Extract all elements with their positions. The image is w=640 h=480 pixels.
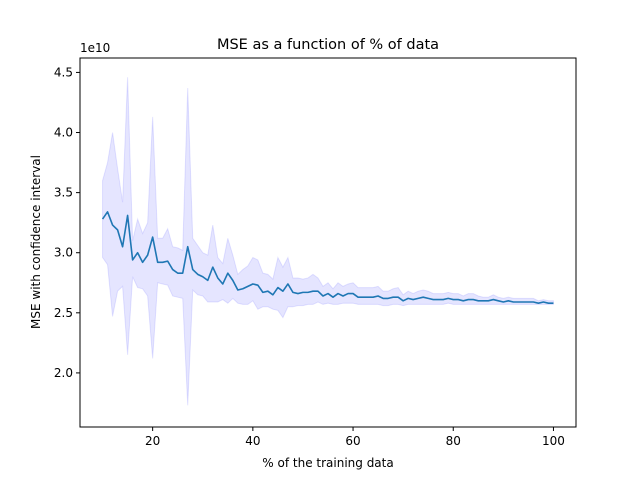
plot-area: [101, 77, 554, 406]
confidence-band: [102, 77, 554, 406]
y-axis-ticks: 2.0 2.5 3.0 3.5 4.0 4.5: [54, 65, 80, 380]
x-axis-label: % of the training data: [262, 456, 393, 470]
y-tick-label: 3.0: [54, 246, 73, 260]
y-tick-label: 3.5: [54, 186, 73, 200]
x-tick-label: 60: [345, 434, 360, 448]
x-axis-ticks: 20 40 60 80 100: [145, 427, 565, 448]
axes-frame: [79, 57, 577, 428]
x-tick-label: 100: [542, 434, 565, 448]
y-axis-label: MSE with confidence interval: [29, 155, 43, 329]
x-tick-label: 40: [245, 434, 260, 448]
x-tick-label: 80: [446, 434, 461, 448]
y-tick-label: 2.0: [54, 366, 73, 380]
x-tick-label: 20: [145, 434, 160, 448]
y-tick-label: 4.0: [54, 126, 73, 140]
chart-title: MSE as a function of % of data: [217, 37, 439, 53]
y-tick-label: 4.5: [54, 65, 73, 79]
y-tick-label: 2.5: [54, 306, 73, 320]
mse-line: [101, 211, 554, 304]
y-axis-offset-label: 1e10: [80, 41, 110, 55]
